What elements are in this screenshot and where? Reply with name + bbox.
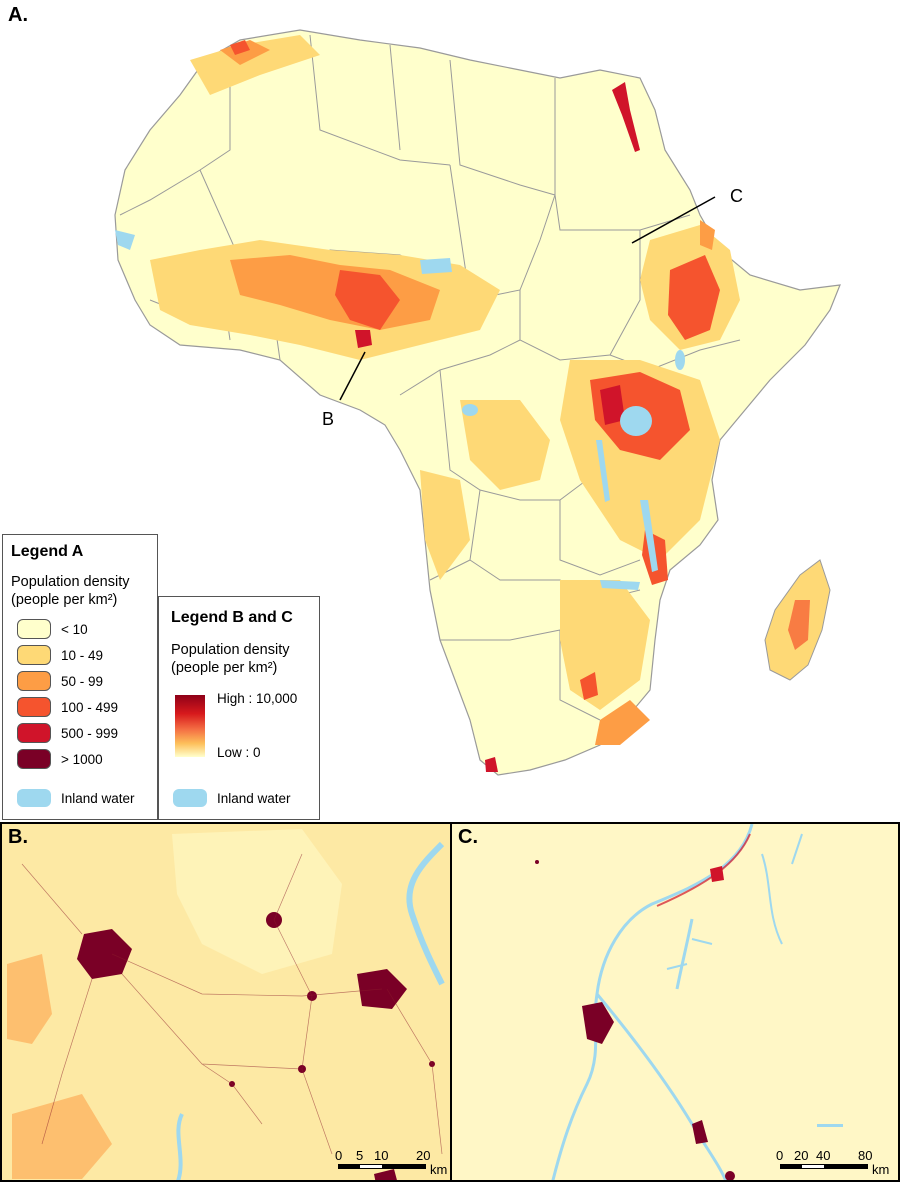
legend-a-subtitle-2: (people per km²)	[11, 592, 118, 608]
scale-b-unit: km	[430, 1162, 447, 1177]
panel-c-map: 0 20 40 80 km C.	[450, 822, 900, 1182]
panel-c-graphics: 0 20 40 80 km	[535, 824, 889, 1180]
legend-bc-subtitle-2: (people per km²)	[171, 660, 278, 676]
legend-a: Legend A Population density (people per …	[2, 534, 158, 820]
legend-bc-high-label: High : 10,000	[217, 691, 298, 706]
legend-a-subtitle-1: Population density	[11, 574, 130, 590]
africa-population-map: B C	[114, 29, 841, 776]
panel-a-label: A.	[8, 4, 28, 26]
legend-a-swatch-4	[17, 697, 51, 717]
legend-a-label-5: 500 - 999	[61, 726, 119, 741]
legend-a-label-2: 10 - 49	[61, 648, 104, 663]
legend-bc-low-label: Low : 0	[217, 745, 261, 760]
scale-b-tick-2: 10	[374, 1148, 388, 1163]
scale-c-tick-1: 20	[794, 1148, 808, 1163]
scale-c-tick-0: 0	[776, 1148, 783, 1163]
legend-a-water-label: Inland water	[61, 791, 135, 806]
legend-bc-gradient	[175, 695, 205, 757]
inland-water	[115, 230, 685, 590]
scale-c-tick-2: 40	[816, 1148, 830, 1163]
callout-c: C	[631, 186, 743, 244]
legend-a-swatch-5	[17, 723, 51, 743]
panel-b-graphics: 0 5 10 20 km	[7, 829, 447, 1180]
legend-a-swatch-6	[17, 749, 51, 769]
legend-a-label-1: < 10	[61, 622, 88, 637]
legend-a-swatch-3	[17, 671, 51, 691]
scale-b-tick-3: 20	[416, 1148, 430, 1163]
legend-a-title: Legend A	[11, 543, 84, 560]
legend-bc-water-swatch	[173, 789, 207, 807]
panel-b-label: B.	[8, 826, 28, 848]
scale-c-tick-3: 80	[858, 1148, 872, 1163]
scale-b-tick-1: 5	[356, 1148, 363, 1163]
legend-a-label-6: > 1000	[61, 752, 103, 767]
scale-c-unit: km	[872, 1162, 889, 1177]
legend-a-label-4: 100 - 499	[61, 700, 119, 715]
legend-bc-subtitle-1: Population density	[171, 642, 290, 658]
legend-a-swatch-1	[17, 619, 51, 639]
legend-a-label-3: 50 - 99	[61, 674, 104, 689]
scale-bar-c: 0 20 40 80 km	[776, 1148, 889, 1177]
legend-a-water-swatch	[17, 789, 51, 807]
scale-bar-b: 0 5 10 20 km	[335, 1148, 447, 1177]
legend-bc: Legend B and C Population density (peopl…	[158, 596, 320, 820]
legend-a-swatch-2	[17, 645, 51, 665]
callout-b-label: B	[322, 409, 334, 429]
panel-b-map: 0 5 10 20 km B.	[0, 822, 452, 1182]
legend-bc-water-label: Inland water	[217, 791, 291, 806]
callout-c-label: C	[730, 186, 743, 206]
scale-b-tick-0: 0	[335, 1148, 342, 1163]
legend-bc-title: Legend B and C	[171, 609, 293, 626]
callout-b: B	[322, 351, 366, 429]
madagascar-highland	[788, 600, 810, 650]
panel-c-label: C.	[458, 826, 478, 848]
